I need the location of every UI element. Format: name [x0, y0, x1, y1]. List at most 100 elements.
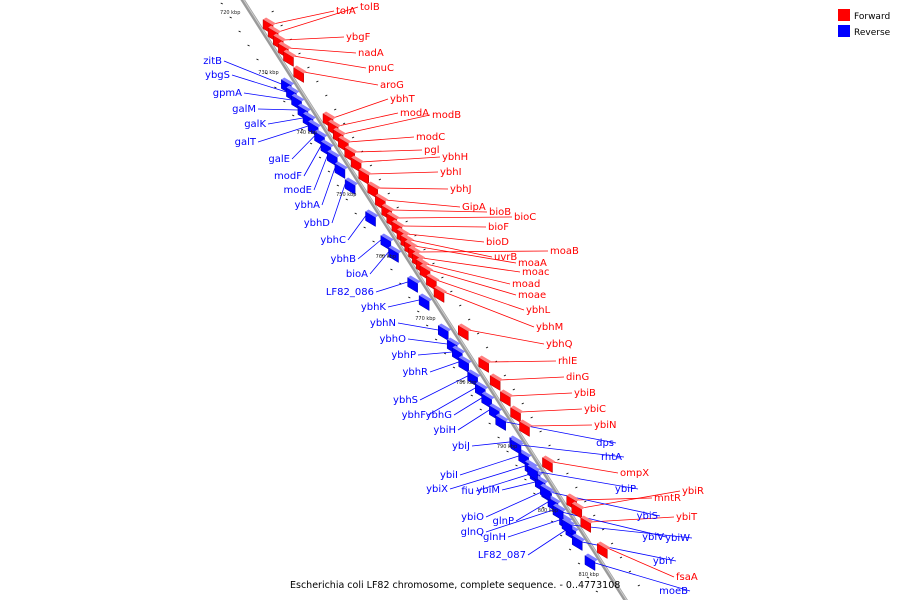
gene-label: glnQ — [461, 527, 484, 538]
minor-tick-left — [381, 254, 384, 257]
minor-tick-right — [432, 262, 435, 265]
gene-label: ybiY — [653, 556, 675, 567]
minor-tick-right — [307, 66, 310, 69]
gene-feature — [418, 293, 433, 311]
gene-connector — [501, 481, 536, 491]
minor-tick-left — [336, 184, 340, 187]
gene-label: ybiM — [476, 485, 500, 496]
gene-label: ybiN — [594, 420, 617, 431]
gene-label: ybgS — [205, 70, 230, 81]
chromosome-backbone — [240, 0, 628, 600]
gene-connector — [278, 6, 359, 33]
gene-connector — [443, 291, 535, 328]
minor-tick-left — [220, 2, 223, 5]
minor-tick-left — [390, 268, 393, 271]
minor-tick-left — [363, 226, 366, 229]
gene-label: aroG — [380, 80, 404, 91]
minor-tick-right — [584, 500, 587, 503]
gene-connector — [485, 509, 554, 533]
gene-label: galT — [235, 137, 257, 148]
gene-label: ybgF — [346, 32, 371, 43]
gene-label: ybiV — [642, 532, 664, 543]
gene-connector — [510, 443, 625, 458]
gene-connector — [495, 419, 617, 444]
gene-connector — [331, 183, 346, 224]
gene-label: rhlE — [558, 356, 577, 367]
minor-tick-left — [434, 338, 438, 341]
minor-tick-right — [619, 556, 623, 559]
gene-label: tolB — [360, 2, 380, 13]
minor-tick-right — [423, 248, 426, 251]
minor-tick-left — [372, 240, 375, 243]
minor-tick-right — [610, 542, 614, 545]
minor-tick-left — [327, 170, 331, 173]
minor-tick-left — [274, 86, 277, 89]
gene-label: dinG — [566, 372, 589, 383]
gene-label: dps — [596, 438, 614, 449]
gene-label: uvrB — [494, 252, 517, 263]
gene-label: bioA — [346, 269, 368, 280]
gene-connector — [429, 361, 459, 373]
minor-tick-right — [369, 164, 373, 167]
gene-label: zitB — [203, 56, 222, 67]
gene-feature — [597, 541, 611, 559]
minor-tick-right — [575, 486, 578, 489]
gene-connector — [410, 239, 493, 258]
gene-label: pgl — [424, 145, 439, 156]
minor-tick-right — [316, 80, 319, 83]
minor-tick-left — [292, 114, 295, 117]
gene-label: gpmA — [213, 88, 242, 99]
minor-tick-right — [503, 374, 507, 377]
minor-tick-left — [452, 366, 456, 369]
gene-label: moac — [522, 267, 550, 278]
minor-tick-right — [628, 570, 632, 573]
gene-connector — [347, 215, 366, 241]
gene-label: ybiT — [676, 512, 698, 523]
gene-feature — [334, 161, 348, 179]
kbp-tick-label: 810 kbp — [579, 572, 599, 578]
gene-label: ybhC — [320, 235, 346, 246]
minor-tick-left — [354, 212, 357, 215]
minor-tick-left — [577, 562, 581, 565]
gene-connector — [343, 114, 431, 135]
map-title: Escherichia coli LF82 chromosome, comple… — [290, 580, 620, 591]
gene-connector — [257, 108, 298, 111]
gene-label: ybhS — [393, 395, 418, 406]
minor-tick-right — [512, 388, 515, 391]
gene-connector — [552, 461, 619, 474]
gene-label: ybhD — [304, 218, 331, 229]
gene-connector — [419, 375, 468, 401]
minor-tick-left — [568, 548, 572, 551]
minor-tick-left — [229, 16, 232, 19]
gene-connector — [272, 10, 335, 25]
gene-connector — [406, 233, 485, 243]
gene-label: moaA — [518, 258, 547, 269]
gene-label: ybiJ — [452, 441, 470, 452]
gene-label: ybhJ — [450, 184, 472, 195]
minor-tick-right — [548, 444, 551, 447]
gene-label: galK — [244, 119, 266, 130]
gene-connector — [288, 47, 357, 54]
gene-label: ybhO — [380, 334, 407, 345]
minor-tick-left — [524, 478, 527, 481]
minor-tick-right — [450, 290, 453, 293]
minor-tick-left — [595, 590, 599, 593]
minor-tick-right — [298, 52, 301, 55]
gene-connector — [429, 269, 517, 296]
legend-reverse-swatch — [838, 25, 850, 37]
minor-tick-left — [497, 436, 500, 439]
gene-label: ybhR — [402, 367, 428, 378]
gene-label: LF82_087 — [478, 550, 526, 561]
gene-label: LF82_086 — [326, 287, 374, 298]
minor-tick-left — [559, 534, 563, 537]
gene-feature — [365, 209, 379, 227]
gene-connector — [357, 239, 382, 260]
gene-connector — [457, 409, 490, 431]
gene-connector — [354, 149, 423, 153]
gene-connector — [293, 55, 367, 69]
gene-connector — [303, 145, 322, 177]
minor-tick-right — [387, 192, 390, 195]
gene-feature — [542, 455, 556, 473]
gene-connector — [453, 397, 482, 416]
